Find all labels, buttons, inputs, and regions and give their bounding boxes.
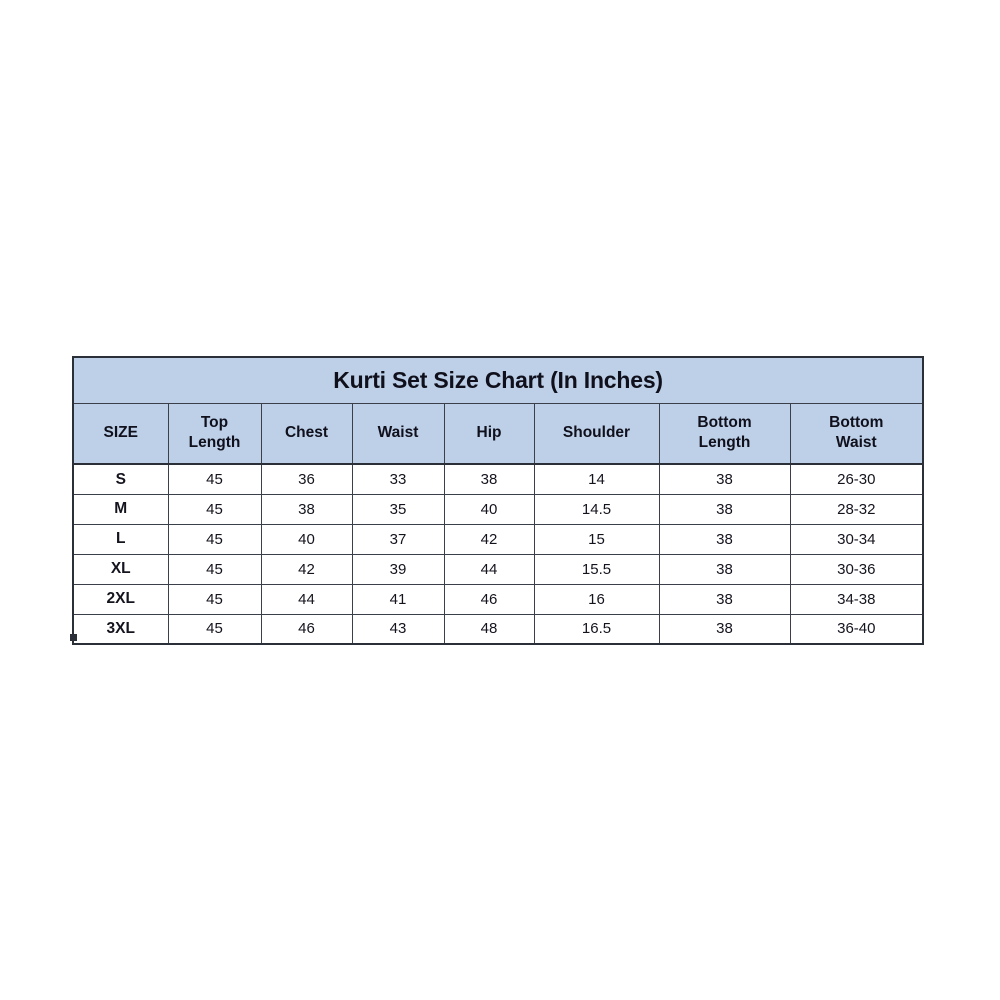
cell-chest: 36: [260, 463, 353, 495]
column-header-chest: Chest: [260, 402, 353, 465]
cell-size: 3XL: [72, 613, 169, 645]
column-header-top-length-line1: Top: [200, 414, 229, 432]
cell-top-length: 45: [167, 613, 262, 645]
cell-shoulder: 14: [533, 463, 660, 495]
column-header-waist-line1: Waist: [377, 424, 419, 442]
cell-waist: 33: [351, 463, 445, 495]
cell-bottom-waist: 28-32: [789, 493, 924, 525]
cell-shoulder: 16: [533, 583, 660, 615]
cell-waist: 39: [351, 553, 445, 585]
cell-hip: 46: [443, 583, 535, 615]
cell-chest: 42: [260, 553, 353, 585]
cell-size: S: [72, 463, 169, 495]
column-header-hip-line1: Hip: [476, 424, 502, 442]
cell-chest: 38: [260, 493, 353, 525]
table-row: S 45 36 33 38 14 38 26-30: [72, 463, 924, 495]
cell-size: XL: [72, 553, 169, 585]
cell-shoulder: 15.5: [533, 553, 660, 585]
table-row: 2XL 45 44 41 46 16 38 34-38: [72, 583, 924, 615]
cell-top-length: 45: [167, 493, 262, 525]
cell-bottom-length: 38: [658, 463, 791, 495]
column-header-top-length-line2: Length: [188, 434, 241, 452]
cell-bottom-length: 38: [658, 553, 791, 585]
cell-waist: 37: [351, 523, 445, 555]
column-header-hip: Hip: [443, 402, 535, 465]
table-row: L 45 40 37 42 15 38 30-34: [72, 523, 924, 555]
cell-bottom-waist: 26-30: [789, 463, 924, 495]
column-header-bottom-waist: Bottom Waist: [789, 402, 924, 465]
cell-top-length: 45: [167, 523, 262, 555]
column-header-bottom-waist-line2: Waist: [835, 434, 877, 452]
table-header-row: SIZE Top Length Chest Waist Hip: [72, 402, 924, 465]
cell-chest: 44: [260, 583, 353, 615]
table-row: XL 45 42 39 44 15.5 38 30-36: [72, 553, 924, 585]
cell-hip: 42: [443, 523, 535, 555]
cell-size: L: [72, 523, 169, 555]
table-row: 3XL 45 46 43 48 16.5 38 36-40: [72, 613, 924, 645]
cell-top-length: 45: [167, 463, 262, 495]
cell-waist: 43: [351, 613, 445, 645]
cell-top-length: 45: [167, 583, 262, 615]
cell-chest: 46: [260, 613, 353, 645]
cell-bottom-waist: 36-40: [789, 613, 924, 645]
cell-top-length: 45: [167, 553, 262, 585]
cell-size: M: [72, 493, 169, 525]
cell-bottom-length: 38: [658, 493, 791, 525]
size-chart-container: Kurti Set Size Chart (In Inches) SIZE To…: [72, 356, 925, 645]
column-header-size: SIZE: [72, 402, 169, 465]
cell-bottom-length: 38: [658, 613, 791, 645]
column-header-bottom-waist-line1: Bottom: [829, 414, 884, 432]
table-row: M 45 38 35 40 14.5 38 28-32: [72, 493, 924, 525]
cell-shoulder: 16.5: [533, 613, 660, 645]
cell-waist: 41: [351, 583, 445, 615]
column-header-shoulder-line1: Shoulder: [562, 424, 631, 442]
cell-bottom-waist: 30-36: [789, 553, 924, 585]
column-header-bottom-length-line1: Bottom: [697, 414, 752, 432]
cell-shoulder: 15: [533, 523, 660, 555]
cell-waist: 35: [351, 493, 445, 525]
cell-hip: 38: [443, 463, 535, 495]
cell-bottom-waist: 34-38: [789, 583, 924, 615]
size-chart-table: Kurti Set Size Chart (In Inches) SIZE To…: [72, 356, 925, 645]
cell-chest: 40: [260, 523, 353, 555]
cell-size: 2XL: [72, 583, 169, 615]
column-header-bottom-length-line2: Length: [698, 434, 751, 452]
cell-shoulder: 14.5: [533, 493, 660, 525]
column-header-size-line1: SIZE: [103, 424, 138, 442]
column-header-chest-line1: Chest: [284, 424, 329, 442]
cell-bottom-length: 38: [658, 523, 791, 555]
column-header-top-length: Top Length: [167, 402, 262, 465]
cell-bottom-waist: 30-34: [789, 523, 924, 555]
column-header-shoulder: Shoulder: [533, 402, 660, 465]
column-header-bottom-length: Bottom Length: [658, 402, 791, 465]
selection-handle-icon: [70, 634, 77, 641]
cell-hip: 40: [443, 493, 535, 525]
chart-title: Kurti Set Size Chart (In Inches): [72, 356, 924, 404]
chart-title-row: Kurti Set Size Chart (In Inches): [72, 356, 924, 404]
column-header-waist: Waist: [351, 402, 445, 465]
cell-hip: 44: [443, 553, 535, 585]
cell-bottom-length: 38: [658, 583, 791, 615]
cell-hip: 48: [443, 613, 535, 645]
